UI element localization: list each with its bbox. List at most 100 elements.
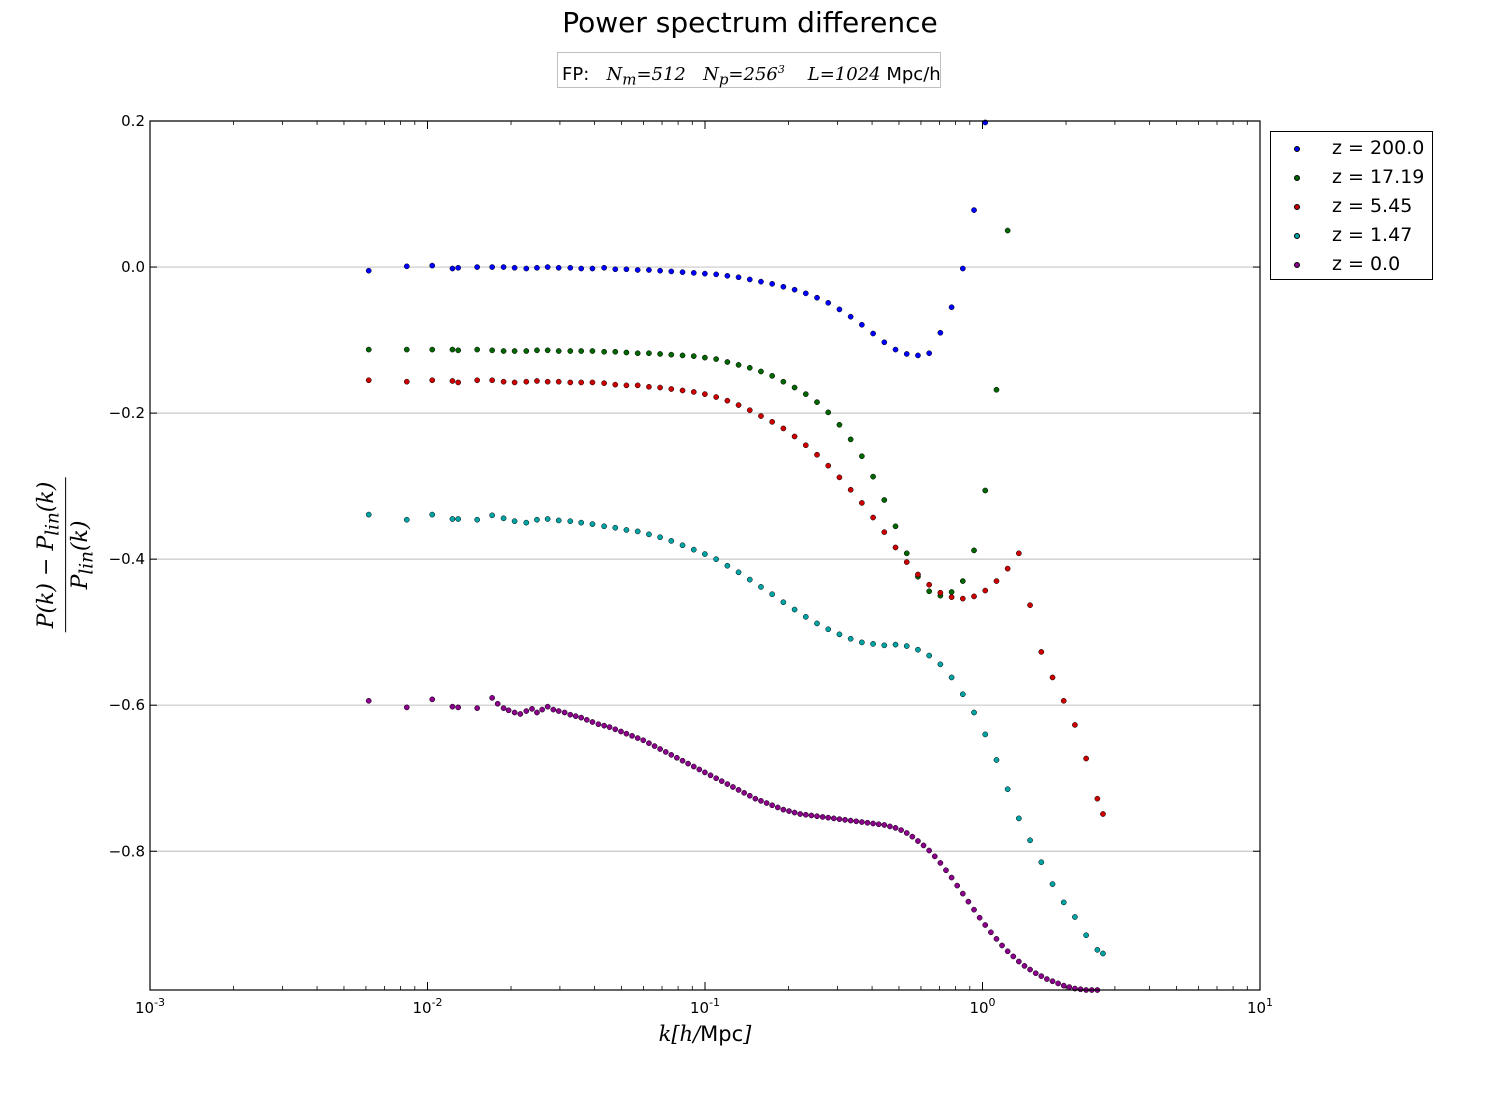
subtitle-prefix: FP: (562, 64, 590, 85)
data-point (634, 267, 641, 273)
legend-marker (1294, 146, 1300, 152)
data-point (544, 264, 551, 270)
data-point (534, 264, 540, 271)
data-point (429, 696, 436, 703)
series-group (365, 227, 1011, 599)
data-point (937, 661, 944, 668)
data-point (601, 523, 607, 530)
data-point (937, 589, 944, 596)
data-point (836, 474, 843, 481)
data-point (1072, 914, 1078, 920)
data-point (690, 763, 697, 770)
data-point (971, 207, 977, 213)
data-point (959, 265, 966, 272)
data-point (780, 378, 787, 385)
legend-item: z = 200.0 (1271, 134, 1432, 163)
data-point (892, 346, 899, 353)
x-tick-label: 100 (969, 996, 995, 1017)
data-point (735, 402, 742, 408)
data-point (690, 353, 697, 359)
data-point (601, 722, 607, 729)
data-point (1094, 795, 1101, 802)
series-group (365, 511, 1106, 957)
x-tick-label: 101 (1247, 996, 1273, 1017)
data-point (474, 346, 481, 353)
data-point (903, 550, 910, 557)
data-point (674, 754, 680, 761)
data-point (1083, 932, 1089, 939)
data-point (1021, 963, 1028, 969)
data-point (555, 517, 562, 524)
data-point (623, 730, 630, 737)
x-axis-label: k[h/Mpc] (658, 1022, 752, 1046)
data-point (702, 551, 708, 557)
data-point (802, 613, 809, 620)
data-point (578, 714, 585, 721)
data-point (943, 867, 949, 874)
data-point (583, 716, 590, 723)
data-point (523, 348, 530, 354)
legend: z = 200.0 z = 17.19 z = 5.45 z = 1.47 z … (1270, 131, 1433, 280)
data-point (999, 942, 1005, 949)
data-point (601, 380, 607, 387)
x-axis-ticks: 10-3 10-2 10-1 100 101 (135, 121, 1273, 1017)
data-point (500, 348, 507, 354)
data-point (696, 766, 703, 773)
data-point (825, 299, 832, 306)
data-point (1004, 565, 1011, 572)
data-point (982, 487, 989, 494)
data-point (859, 321, 865, 328)
data-point (555, 264, 562, 271)
data-point (403, 516, 410, 523)
data-point (920, 842, 927, 849)
data-point (735, 274, 742, 281)
data-point (685, 760, 691, 767)
data-point (455, 264, 462, 271)
data-point (1032, 970, 1039, 977)
data-point (1077, 986, 1084, 993)
data-point (926, 588, 933, 595)
data-point (1049, 674, 1056, 681)
data-point (449, 378, 456, 384)
data-point (668, 538, 675, 544)
y-tick-label: −0.2 (109, 404, 145, 422)
data-point (534, 516, 540, 523)
data-point (713, 356, 720, 362)
data-point (429, 262, 436, 269)
data-point (646, 740, 652, 747)
data-point (791, 809, 798, 816)
data-point (662, 749, 669, 755)
data-point (657, 351, 663, 357)
data-point (365, 697, 372, 704)
data-point (993, 936, 1000, 942)
data-point (544, 703, 551, 710)
y-tick-label: −0.6 (109, 696, 145, 714)
data-point (489, 347, 496, 354)
legend-marker (1294, 175, 1300, 181)
data-point (887, 823, 893, 830)
data-point (550, 706, 557, 713)
data-point (612, 726, 619, 733)
data-point (634, 382, 641, 389)
data-point (690, 389, 697, 395)
data-point (657, 384, 663, 391)
data-point (589, 265, 596, 272)
data-point (802, 811, 809, 818)
data-point (612, 266, 619, 273)
y-tick-label: 0.2 (121, 112, 145, 130)
data-point (679, 352, 686, 359)
data-point (1072, 722, 1078, 728)
data-point (1038, 973, 1045, 979)
data-point (976, 914, 983, 921)
data-point (746, 792, 753, 799)
data-point (702, 391, 708, 397)
data-point (403, 704, 410, 711)
data-point (758, 368, 764, 375)
data-point (847, 635, 854, 642)
data-point (859, 819, 865, 825)
data-point (758, 584, 764, 590)
data-point (937, 860, 944, 866)
data-point (898, 827, 904, 833)
data-point (870, 641, 876, 647)
